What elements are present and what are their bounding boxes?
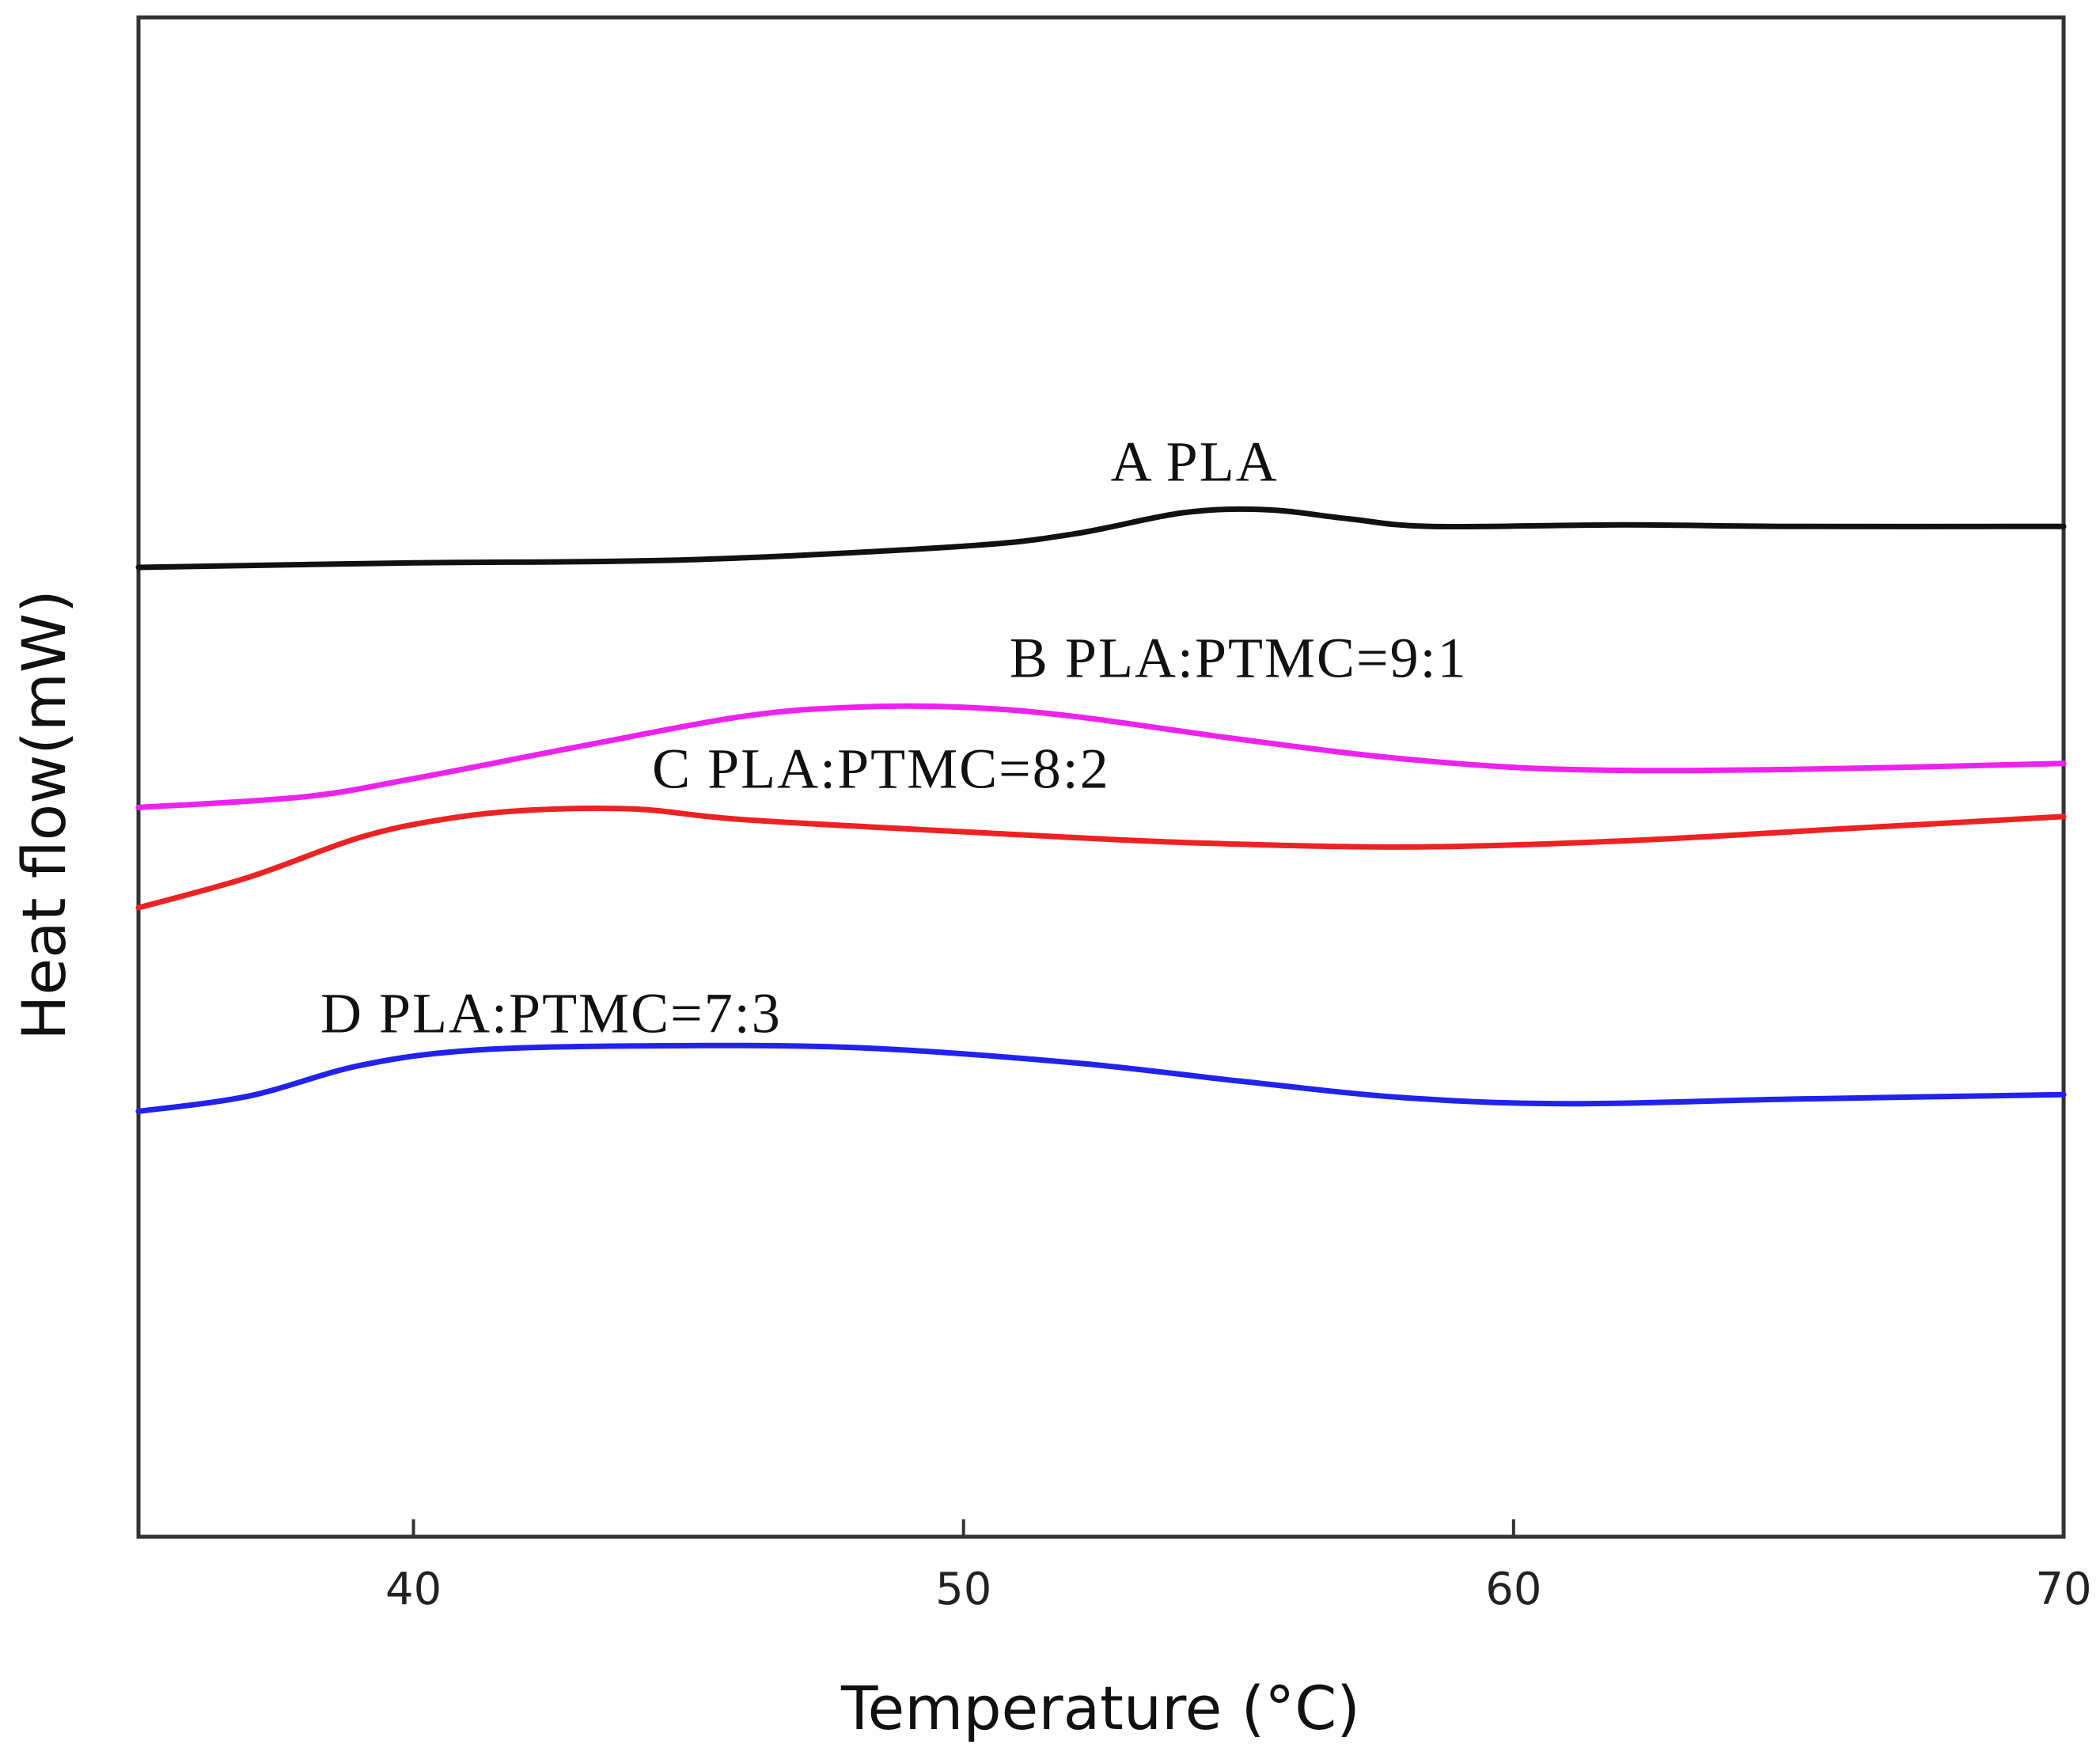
series-label-c-pla-ptmc-8-2: C PLA:PTMC=8:2 (652, 737, 1110, 800)
series-label-d-pla-ptmc-7-3: D PLA:PTMC=7:3 (320, 982, 782, 1045)
y-axis-title: Heat flow(mW) (9, 590, 79, 1040)
series-labels: A PLA B PLA:PTMC=9:1 C PLA:PTMC=8:2 D PLA:P… (320, 430, 1468, 1045)
x-tick-label-70: 70 (2035, 1564, 2091, 1615)
series-line-b-pla-ptmc-9-1 (135, 703, 2067, 810)
x-axis-ticks: 40 50 60 70 (385, 1519, 2092, 1615)
series-line-a-pla (135, 506, 2067, 571)
series-layer (135, 506, 2067, 1114)
series-label-b-pla-ptmc-9-1: B PLA:PTMC=9:1 (1010, 626, 1468, 689)
x-tick-label-60: 60 (1485, 1564, 1541, 1615)
x-axis-title: Temperature (°C) (840, 1673, 1360, 1743)
series-label-a-pla: A PLA (1111, 430, 1279, 494)
plot-frame (136, 15, 2066, 1539)
series-line-d-pla-ptmc-7-3 (135, 1042, 2067, 1114)
x-tick-label-40: 40 (385, 1564, 442, 1615)
x-tick-label-50: 50 (935, 1564, 991, 1615)
series-line-c-pla-ptmc-8-2 (135, 805, 2067, 911)
